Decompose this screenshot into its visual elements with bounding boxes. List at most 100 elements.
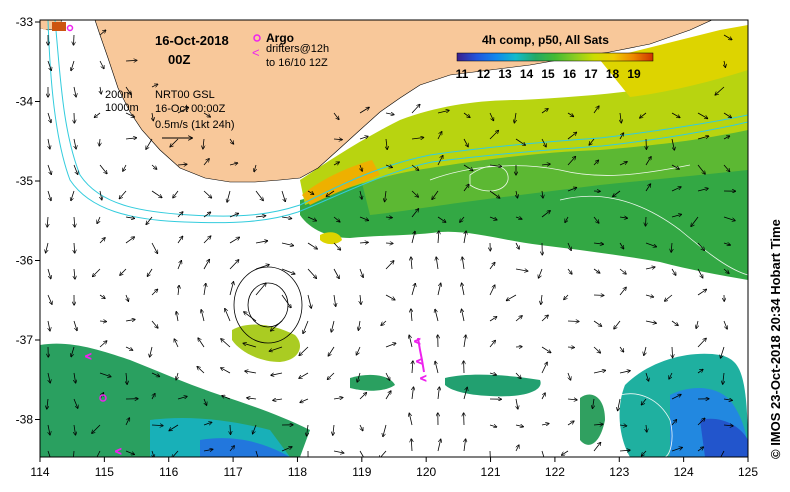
current-vector bbox=[281, 242, 293, 246]
current-vector bbox=[515, 138, 525, 145]
current-vector bbox=[333, 451, 344, 453]
current-vector bbox=[177, 236, 183, 244]
current-vector bbox=[356, 346, 361, 355]
map-date: 16-Oct-2018 bbox=[155, 33, 229, 48]
svg-text:<: < bbox=[416, 356, 422, 368]
current-vector bbox=[71, 346, 75, 357]
current-vector bbox=[541, 346, 551, 353]
current-vector bbox=[593, 346, 600, 353]
current-vector bbox=[564, 294, 569, 300]
current-vector bbox=[255, 283, 266, 296]
current-vector bbox=[48, 320, 50, 331]
current-vector bbox=[281, 217, 292, 219]
current-vector bbox=[255, 450, 259, 457]
current-vector bbox=[203, 236, 211, 244]
current-vector bbox=[619, 425, 627, 426]
current-vector bbox=[99, 294, 105, 298]
current-vector bbox=[719, 450, 725, 457]
x-axis: 114 115 116 117 118 119 120 121 122 123 124 125 bbox=[30, 457, 758, 479]
current-vector bbox=[411, 209, 419, 218]
current-vector bbox=[151, 84, 158, 87]
current-vector bbox=[619, 450, 630, 451]
current-vector bbox=[204, 284, 206, 296]
current-vector bbox=[619, 133, 624, 140]
current-vector bbox=[593, 443, 601, 452]
current-vector bbox=[331, 320, 335, 332]
current-vector bbox=[645, 242, 656, 247]
current-vector bbox=[360, 190, 362, 199]
current-vector bbox=[567, 321, 579, 322]
current-vector bbox=[462, 283, 465, 296]
colorbar-tick-label: 19 bbox=[627, 67, 641, 81]
current-vector bbox=[645, 184, 651, 192]
y-tick-label: -38 bbox=[16, 413, 34, 427]
current-vector bbox=[437, 132, 442, 140]
plot-frame bbox=[39, 19, 749, 458]
current-vector bbox=[721, 346, 725, 358]
current-vector bbox=[385, 243, 393, 244]
current-vector bbox=[152, 394, 155, 400]
current-vector bbox=[229, 446, 234, 452]
current-vector bbox=[221, 368, 231, 374]
current-vector bbox=[515, 217, 522, 219]
current-vector bbox=[464, 439, 466, 452]
current-vector bbox=[506, 294, 517, 301]
current-vector bbox=[515, 425, 523, 427]
current-vector bbox=[723, 112, 731, 118]
current-vector bbox=[589, 138, 595, 145]
current-vector bbox=[178, 286, 179, 296]
current-vector bbox=[671, 448, 682, 452]
current-vector bbox=[385, 294, 395, 300]
current-vector bbox=[613, 190, 621, 197]
current-vector bbox=[125, 112, 134, 117]
current-vector bbox=[463, 184, 469, 192]
current-vector bbox=[593, 398, 595, 408]
current-vector bbox=[358, 320, 360, 330]
current-vector bbox=[541, 362, 547, 374]
current-vector bbox=[411, 257, 412, 270]
current-vector bbox=[697, 447, 703, 452]
current-vector bbox=[93, 268, 101, 277]
colorbar-tick-label: 18 bbox=[606, 67, 620, 81]
y-tick-label: -33 bbox=[16, 15, 34, 29]
current-vector bbox=[567, 112, 574, 117]
current-vector bbox=[74, 242, 75, 253]
current-vector bbox=[359, 216, 368, 220]
colorbar-ticks: 11 12 13 14 15 16 17 18 19 bbox=[456, 67, 641, 81]
current-vector bbox=[385, 217, 392, 218]
current-vector bbox=[385, 261, 394, 270]
current-vector bbox=[74, 34, 75, 45]
current-vector bbox=[697, 164, 705, 174]
current-vector bbox=[173, 190, 179, 198]
current-vector bbox=[593, 160, 598, 166]
current-vector bbox=[176, 372, 178, 380]
current-vector bbox=[99, 238, 105, 244]
x-tick-label: 119 bbox=[352, 465, 371, 479]
current-vector bbox=[359, 393, 366, 400]
current-vector bbox=[644, 346, 646, 355]
current-vector bbox=[229, 237, 239, 244]
current-vector bbox=[177, 107, 189, 114]
current-vector bbox=[125, 320, 135, 322]
x-tick-label: 122 bbox=[545, 465, 565, 479]
current-vector bbox=[271, 320, 283, 331]
current-vector bbox=[333, 216, 340, 222]
current-vector bbox=[71, 190, 75, 201]
product-label: NRT00 GSL bbox=[155, 89, 215, 101]
current-vector bbox=[151, 242, 158, 253]
current-vector bbox=[411, 105, 420, 114]
current-vector bbox=[254, 164, 256, 172]
current-vector bbox=[672, 346, 673, 358]
current-vector bbox=[307, 190, 314, 194]
product-time-label: 16-Oct 00:00Z bbox=[155, 103, 226, 115]
current-vector bbox=[641, 398, 647, 405]
current-vector bbox=[357, 372, 361, 382]
current-vector bbox=[96, 450, 101, 457]
current-vector bbox=[221, 339, 231, 348]
argo-floats bbox=[66, 24, 107, 402]
current-vector bbox=[541, 424, 549, 426]
current-vector bbox=[385, 343, 396, 348]
current-vector bbox=[723, 399, 732, 400]
current-vector bbox=[411, 439, 412, 452]
